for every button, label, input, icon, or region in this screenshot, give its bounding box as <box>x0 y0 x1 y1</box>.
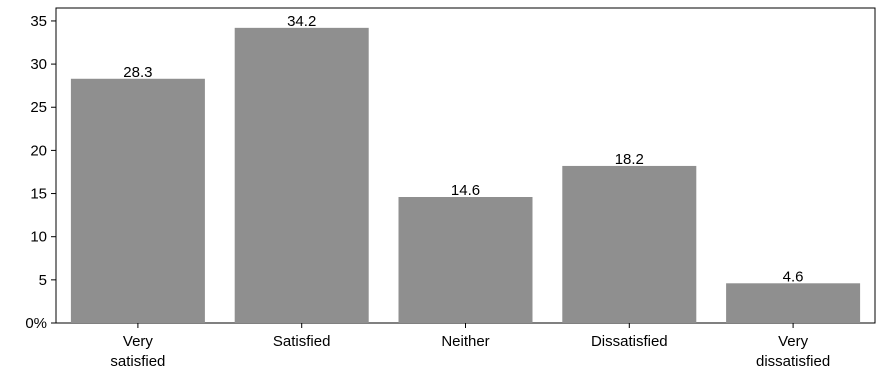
x-category-label: Neither <box>441 333 489 350</box>
bar-value-label: 18.2 <box>615 151 644 168</box>
x-category-label: Satisfied <box>273 333 331 350</box>
y-tick-label: 20 <box>30 142 47 159</box>
y-tick-label: 15 <box>30 186 47 203</box>
bar-value-label: 28.3 <box>123 64 152 81</box>
bar-value-label: 34.2 <box>287 13 316 30</box>
bar <box>70 78 205 323</box>
x-axis: Very satisfied Satisfied Neither Dissatisfie… <box>110 323 830 370</box>
value-labels: 28.3 34.2 14.6 18.2 4.6 <box>123 13 803 285</box>
y-tick-label: 10 <box>30 229 47 246</box>
bar <box>726 283 861 323</box>
y-tick-label: 35 <box>30 13 47 30</box>
x-category-label: Very <box>123 333 154 350</box>
y-tick-label: 5 <box>39 272 47 289</box>
y-tick-label: 25 <box>30 99 47 116</box>
y-tick-label: 0% <box>25 315 47 332</box>
bar-value-label: 14.6 <box>451 182 480 199</box>
y-tick-label: 30 <box>30 56 47 73</box>
bar-value-label: 4.6 <box>783 268 804 285</box>
x-category-label: satisfied <box>110 353 165 368</box>
bars <box>70 27 861 324</box>
y-axis: 0% 5 10 15 20 25 30 35 <box>25 13 56 332</box>
x-category-label: dissatisfied <box>756 353 830 368</box>
x-category-label: Very <box>778 333 809 350</box>
x-category-label: Dissatisfied <box>591 333 668 350</box>
bar <box>234 27 369 324</box>
bar <box>562 165 697 323</box>
bar <box>398 197 533 323</box>
